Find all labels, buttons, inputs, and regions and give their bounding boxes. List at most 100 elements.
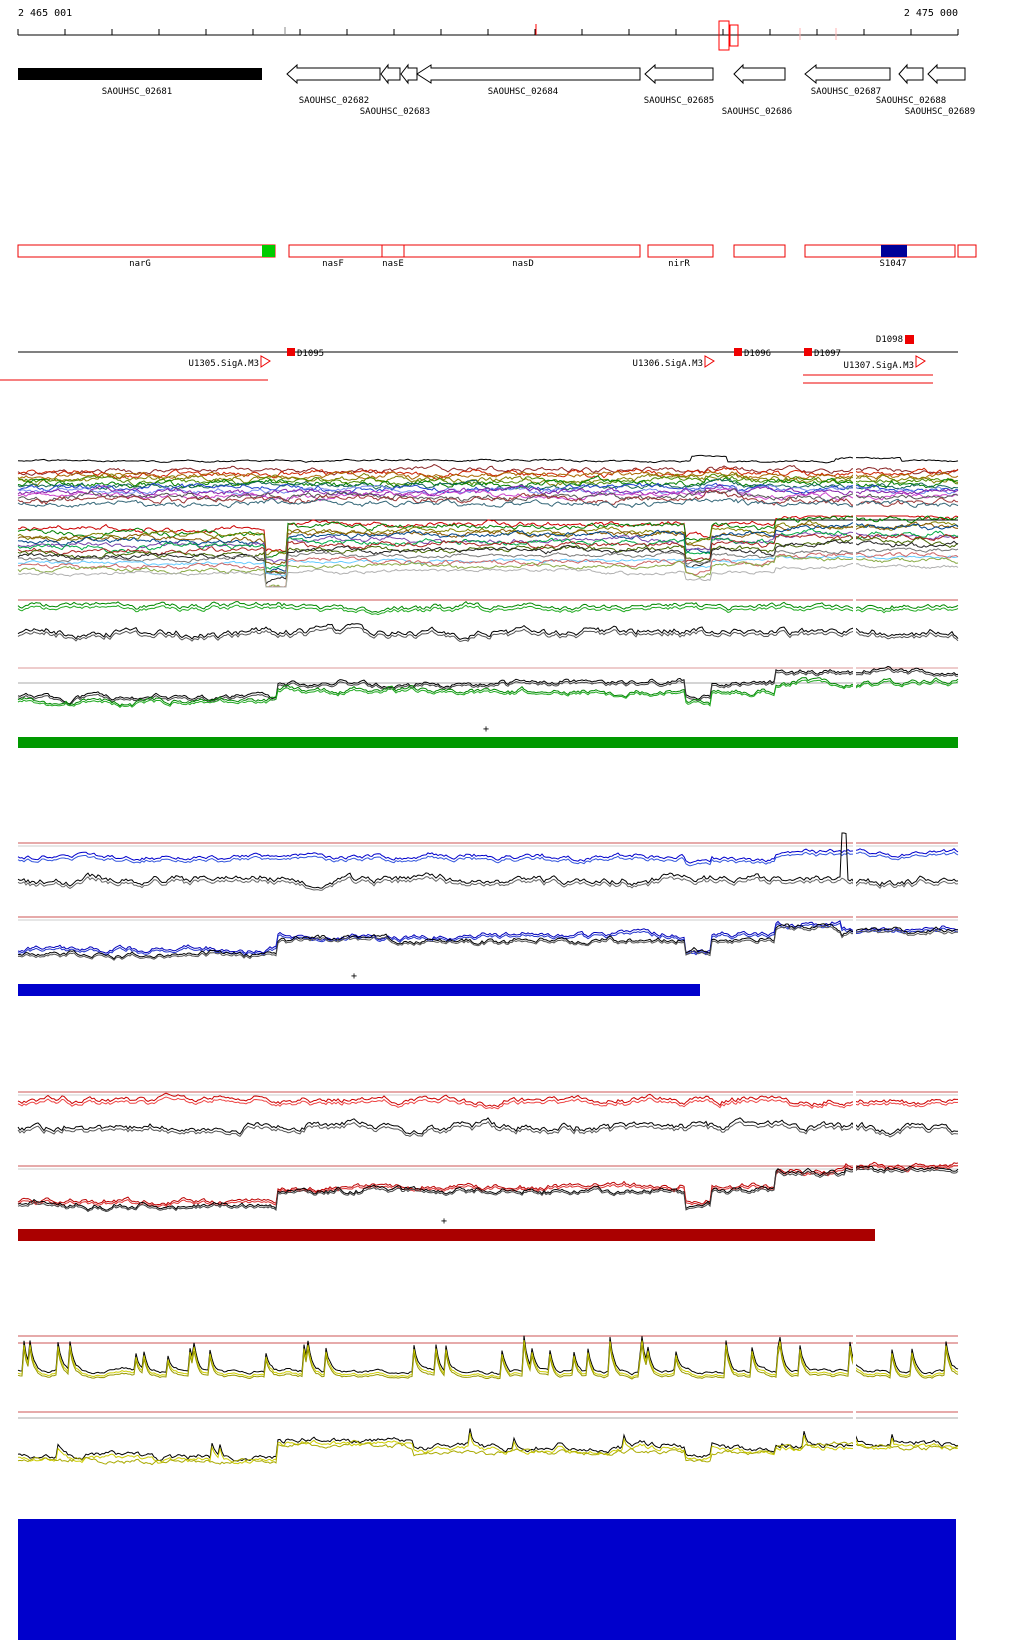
plus-marker: + <box>483 724 490 735</box>
signal-line <box>17 482 959 495</box>
operon-inner-box <box>881 245 907 257</box>
operon-box[interactable] <box>288 244 641 258</box>
signal-line <box>17 604 959 616</box>
operon-label: narG <box>129 259 151 269</box>
signal-line <box>17 1340 959 1379</box>
signal-line <box>17 623 959 640</box>
signal-line <box>17 677 959 707</box>
tss-label: U1305.SigA.M3 <box>188 359 259 369</box>
gene-arrow[interactable] <box>804 63 891 85</box>
gene-arrow[interactable] <box>733 63 786 85</box>
plus-marker: + <box>441 1216 448 1227</box>
selection-block-blue[interactable] <box>18 1519 956 1640</box>
tss-flag[interactable] <box>704 355 715 368</box>
signal-line <box>17 531 959 564</box>
signal-line <box>17 466 959 480</box>
signal-line <box>17 515 959 558</box>
operon-box[interactable] <box>957 244 977 258</box>
strand-bar-green[interactable] <box>18 737 958 748</box>
tss-label: D1097 <box>814 349 842 359</box>
gene-arrow[interactable] <box>927 63 966 85</box>
gene-label: SAOUHSC_02683 <box>359 107 431 117</box>
signal-line <box>17 1165 959 1211</box>
signal-line <box>17 1120 959 1138</box>
signal-line <box>17 1164 959 1208</box>
signal-line <box>17 1167 959 1213</box>
tss-flag[interactable] <box>260 355 271 368</box>
signal-line <box>17 920 959 955</box>
signal-line <box>17 555 959 588</box>
tss-label: D1098 <box>875 335 903 345</box>
gene-arrow[interactable] <box>286 63 381 85</box>
gene-box[interactable] <box>18 68 262 80</box>
operon-inner-box <box>262 245 275 257</box>
signal-line <box>17 475 959 490</box>
track-gap <box>853 1320 856 1480</box>
gene-arrow[interactable] <box>380 63 401 85</box>
signal-line <box>17 1344 959 1380</box>
gene-label: SAOUHSC_02682 <box>298 96 370 106</box>
signal-line <box>17 540 959 586</box>
signal-line <box>17 848 959 864</box>
gene-label: SAOUHSC_02687 <box>810 87 882 97</box>
gene-arrow[interactable] <box>400 63 418 85</box>
ruler-marker-box <box>718 20 730 51</box>
signal-line <box>17 1161 959 1206</box>
signal-line <box>17 521 959 566</box>
tss-marker-square[interactable] <box>804 348 812 356</box>
signal-line <box>17 497 959 509</box>
tss-label: D1096 <box>744 349 772 359</box>
operon-box[interactable] <box>733 244 786 258</box>
signal-line <box>17 925 959 961</box>
gene-arrow[interactable] <box>416 64 641 84</box>
gene-label: SAOUHSC_02684 <box>487 87 559 97</box>
signal-line <box>17 851 959 867</box>
ruler-end-coordinate: 2 475 000 <box>903 8 958 19</box>
signal-line <box>17 1439 959 1466</box>
strand-bar-blue[interactable] <box>18 984 700 996</box>
gene-label: SAOUHSC_02689 <box>904 107 976 117</box>
operon-box[interactable] <box>17 244 276 258</box>
signal-line <box>17 488 959 502</box>
signal-line <box>17 489 959 507</box>
signal-line <box>17 1117 958 1136</box>
operon-label: nasF <box>322 259 344 269</box>
track-gap <box>853 450 856 734</box>
signal-line <box>17 1335 959 1376</box>
signal-line <box>17 551 959 588</box>
tss-marker-square[interactable] <box>734 348 742 356</box>
signal-line <box>17 601 959 614</box>
signal-line <box>17 533 959 576</box>
signal-line <box>17 1428 959 1462</box>
signal-line <box>17 515 959 552</box>
signal-line <box>17 484 959 496</box>
operon-box[interactable] <box>804 244 956 258</box>
gene-arrow[interactable] <box>644 63 714 85</box>
track-gap <box>853 1080 856 1224</box>
signal-line <box>17 832 959 889</box>
signal-line <box>17 1092 958 1108</box>
track-gap <box>853 830 856 976</box>
tss-marker-square[interactable] <box>287 348 295 356</box>
signal-line <box>17 528 959 570</box>
tss-flag[interactable] <box>915 355 926 368</box>
tss-marker-square[interactable] <box>905 335 914 344</box>
signal-line <box>17 626 959 643</box>
signal-line <box>17 547 959 576</box>
gene-label: SAOUHSC_02688 <box>875 96 947 106</box>
tss-label: U1306.SigA.M3 <box>632 359 703 369</box>
gene-label: SAOUHSC_02685 <box>643 96 715 106</box>
signal-line <box>17 679 959 708</box>
tss-label: D1095 <box>297 349 325 359</box>
operon-label: nasD <box>512 259 534 269</box>
gene-label: SAOUHSC_02681 <box>101 87 173 97</box>
operon-box[interactable] <box>647 244 714 258</box>
signal-line <box>17 1096 959 1110</box>
strand-bar-darkred[interactable] <box>18 1229 875 1241</box>
gene-arrow[interactable] <box>898 63 924 85</box>
signal-line <box>17 454 959 464</box>
signal-line <box>17 876 959 891</box>
signal-line <box>17 665 959 705</box>
